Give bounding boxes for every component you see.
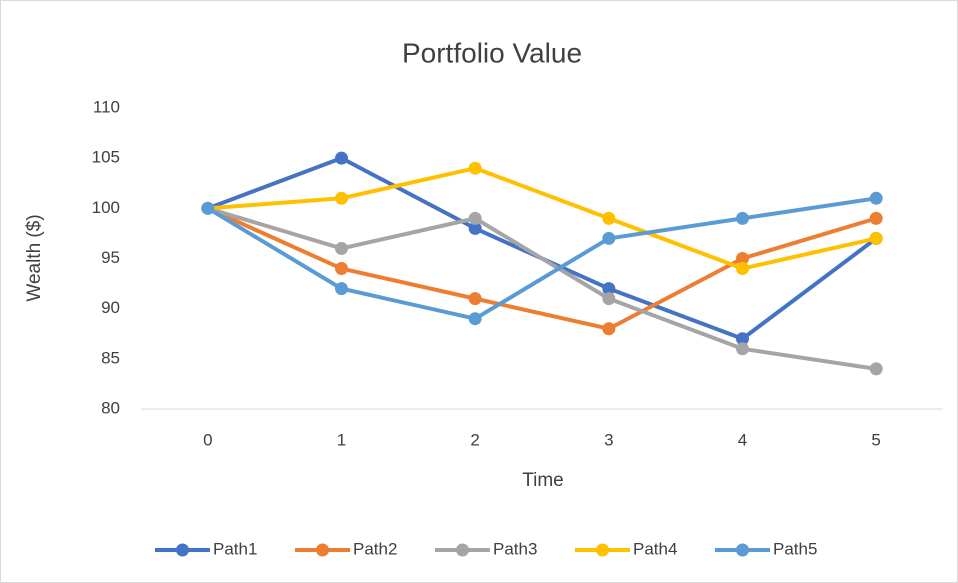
data-point <box>468 161 482 175</box>
data-point <box>335 151 348 165</box>
data-point <box>736 342 749 356</box>
data-point <box>869 362 883 376</box>
y-tick-label: 90 <box>101 298 120 317</box>
data-point <box>869 211 883 225</box>
x-tick-label: 3 <box>604 430 613 449</box>
legend-marker <box>596 543 609 557</box>
y-tick-label: 100 <box>92 198 120 217</box>
y-tick-label: 110 <box>93 97 120 116</box>
data-point <box>335 262 348 276</box>
data-point <box>468 292 482 306</box>
data-point <box>736 332 749 346</box>
data-point <box>335 191 348 205</box>
legend-label: Path4 <box>633 539 677 558</box>
x-tick-label: 0 <box>203 430 212 449</box>
legend-marker <box>176 543 189 557</box>
data-point <box>869 231 883 245</box>
data-point <box>602 211 616 225</box>
x-axis-label: Time <box>522 470 564 491</box>
legend-marker <box>316 543 329 557</box>
y-tick-label: 105 <box>92 148 120 167</box>
legend-marker <box>736 543 749 557</box>
legend-label: Path5 <box>773 539 817 558</box>
x-tick-label: 1 <box>337 430 346 449</box>
legend-marker <box>456 543 469 557</box>
x-tick-label: 4 <box>738 430 747 449</box>
series-line <box>206 196 877 321</box>
data-point <box>602 282 616 296</box>
data-point <box>335 241 348 255</box>
chart-title: Portfolio Value <box>402 37 582 68</box>
y-tick-label: 95 <box>101 248 120 267</box>
data-point <box>736 252 749 265</box>
data-point <box>736 262 749 276</box>
y-tick-label: 80 <box>101 398 120 417</box>
series-line <box>207 166 877 271</box>
series-line <box>207 206 877 371</box>
y-axis-label: Wealth ($) <box>24 214 45 301</box>
data-point <box>602 231 616 245</box>
data-point <box>602 292 616 306</box>
data-point <box>335 282 348 296</box>
legend-label: Path2 <box>353 539 397 558</box>
data-point <box>468 211 482 225</box>
data-point <box>869 191 883 205</box>
data-point <box>736 211 749 225</box>
data-point <box>201 201 215 215</box>
legend-label: Path1 <box>213 539 257 558</box>
data-point <box>468 312 482 326</box>
x-tick-label: 5 <box>871 430 880 449</box>
legend-label: Path3 <box>493 539 537 558</box>
y-tick-label: 85 <box>101 348 120 367</box>
data-point <box>468 221 482 235</box>
x-tick-label: 2 <box>470 430 479 449</box>
series-line <box>207 206 877 331</box>
data-point <box>602 322 616 336</box>
